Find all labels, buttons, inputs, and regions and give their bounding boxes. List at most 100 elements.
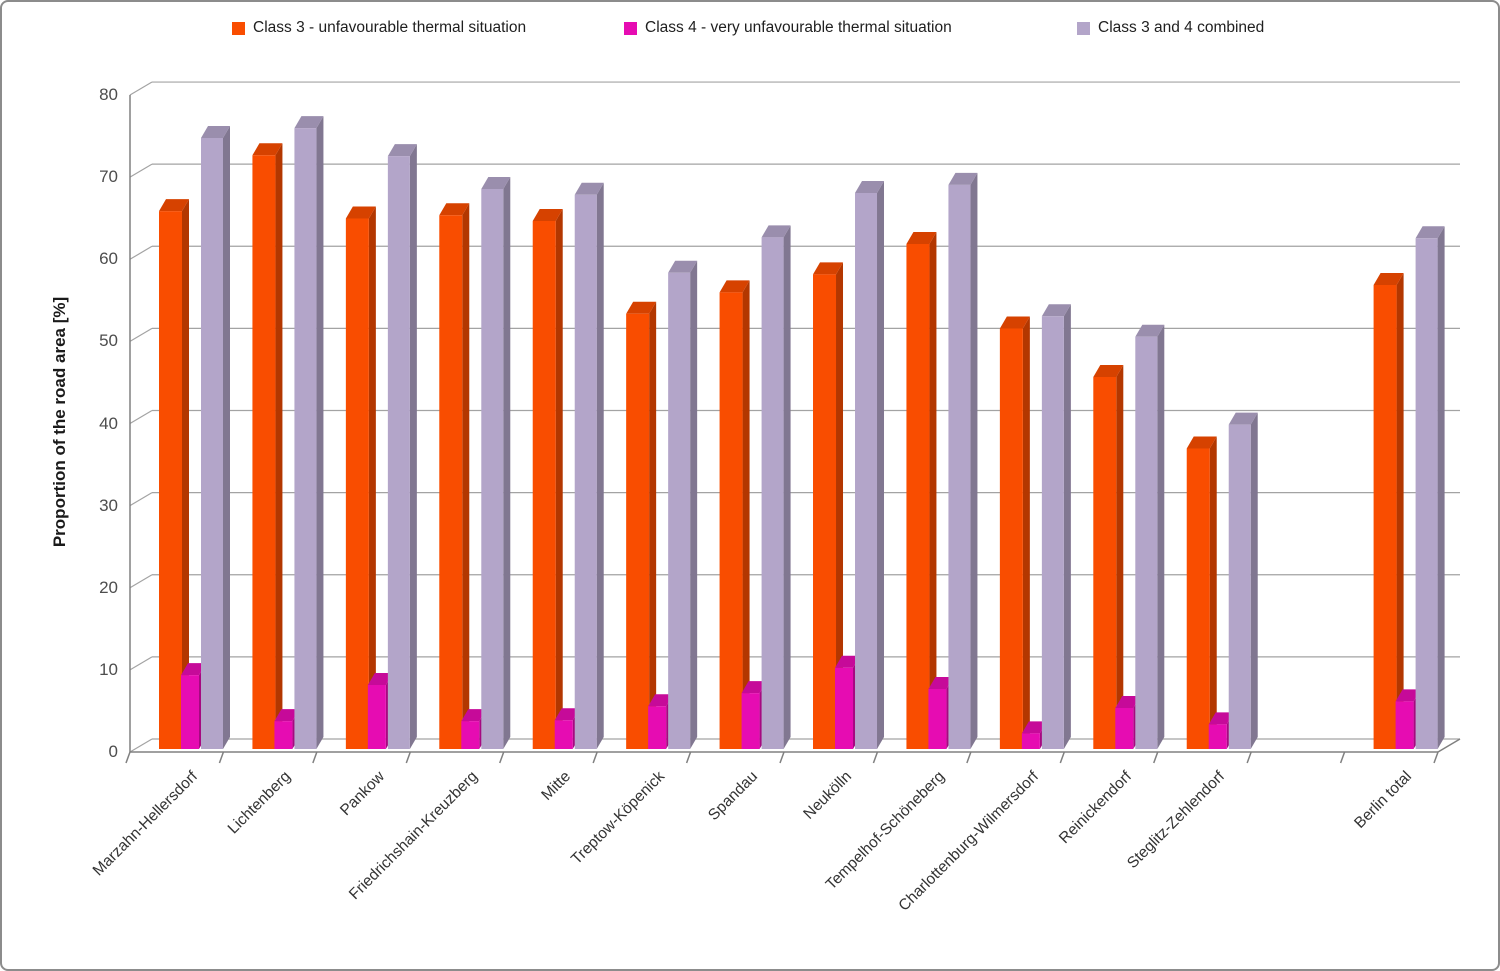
x-tick-12 <box>1246 751 1252 764</box>
x-tick-11 <box>1153 751 1159 764</box>
bar-class4-marzahn-hellersdorf-top <box>181 663 206 676</box>
bar-class3and4-charlottenburg-wilmersdorf-side <box>1063 304 1071 749</box>
y-tick-label-80: 80 <box>99 85 118 105</box>
bar-class3and4-reinickendorf <box>1135 336 1158 749</box>
bar-class3and4-pankow-top <box>387 144 417 157</box>
legend: Class 3 - unfavourable thermal situation… <box>2 2 1498 50</box>
bar-class3and4-lichtenberg-side <box>316 116 324 750</box>
bar-class3-neuk-lln-top <box>813 262 844 275</box>
bar-class3and4-spandau-top <box>761 225 791 238</box>
bar-class3-steglitz-zehlendorf <box>1186 448 1210 749</box>
x-tick-14 <box>1433 751 1439 764</box>
bar-class3and4-pankow-side <box>409 144 417 749</box>
bar-class4-charlottenburg-wilmersdorf <box>1021 733 1040 749</box>
x-tick-3 <box>405 751 411 764</box>
gridline-connector-60 <box>129 245 153 260</box>
bar-class4-mitte-top <box>554 708 580 721</box>
bar-class4-spandau-top <box>741 681 767 694</box>
bar-class4-reinickendorf-top <box>1115 695 1141 708</box>
bar-class3-lichtenberg-side <box>275 143 283 749</box>
bar-class3and4-treptow-k-penick-top <box>668 260 698 273</box>
bar-class3and4-friedrichshain-kreuzberg <box>481 188 504 750</box>
bar-class4-treptow-k-penick <box>648 706 667 749</box>
x-tick-0 <box>125 751 131 764</box>
bar-class3and4-treptow-k-penick <box>668 272 691 749</box>
x-tick-13 <box>1339 751 1346 764</box>
x-tick-5 <box>592 751 598 764</box>
bar-class4-berlin-total-top <box>1395 689 1421 702</box>
bar-class3-lichtenberg-top <box>252 143 283 156</box>
bar-class3and4-charlottenburg-wilmersdorf-top <box>1041 304 1071 317</box>
bar-class4-berlin-total <box>1395 701 1414 749</box>
bar-class3and4-neuk-lln <box>855 193 878 749</box>
bar-class3and4-reinickendorf-side <box>1157 324 1165 749</box>
y-tick-label-40: 40 <box>99 413 118 433</box>
bar-class4-pankow-top <box>367 672 393 685</box>
bar-class3and4-spandau-side <box>783 225 791 749</box>
bar-class3-spandau-top <box>719 280 750 293</box>
x-axis-right-connector <box>1437 738 1461 753</box>
x-tick-9 <box>966 751 972 764</box>
bar-class3-berlin-total-top <box>1373 273 1404 286</box>
bar-class3-spandau-side <box>742 280 750 749</box>
x-tick-7 <box>779 751 785 764</box>
bar-class3-charlottenburg-wilmersdorf-top <box>999 316 1030 329</box>
gridline-connector-80 <box>129 81 153 96</box>
bar-class3and4-neuk-lln-top <box>855 181 885 194</box>
bar-class4-marzahn-hellersdorf <box>181 675 199 749</box>
gridline-connector-70 <box>129 163 153 178</box>
bar-class3-charlottenburg-wilmersdorf <box>999 328 1023 749</box>
bar-class4-mitte <box>554 720 573 749</box>
bar-class3-treptow-k-penick-side <box>649 301 657 749</box>
x-tick-1 <box>218 751 225 764</box>
bar-class4-neuk-lln-top <box>835 655 861 668</box>
bar-class3and4-charlottenburg-wilmersdorf <box>1041 316 1064 749</box>
gridline-connector-50 <box>129 327 153 342</box>
gridline-connector-10 <box>129 656 153 671</box>
bar-class3-reinickendorf <box>1093 376 1117 749</box>
bar-class3-charlottenburg-wilmersdorf-side <box>1022 316 1030 749</box>
bar-class4-steglitz-zehlendorf <box>1208 724 1227 749</box>
bar-class3and4-berlin-total-side <box>1437 226 1445 749</box>
bar-class4-charlottenburg-wilmersdorf-top <box>1021 721 1047 734</box>
bar-class3-spandau <box>719 292 743 749</box>
bar-class3and4-tempelhof-sch-neberg-side <box>970 172 978 750</box>
legend-label-class3: Class 3 - unfavourable thermal situation <box>253 19 527 36</box>
bar-class3-reinickendorf-side <box>1116 364 1124 749</box>
bar-class3-mitte-side <box>555 208 563 750</box>
x-tick-4 <box>499 751 505 764</box>
bar-class3and4-mitte-side <box>596 182 604 749</box>
bar-class3and4-marzahn-hellersdorf-top <box>201 126 230 139</box>
bar-class3-neuk-lln-side <box>836 262 844 749</box>
bar-class3-marzahn-hellersdorf-side <box>182 199 189 749</box>
y-tick-label-10: 10 <box>99 659 118 679</box>
x-tick-10 <box>1059 751 1066 764</box>
bar-class3and4-reinickendorf-top <box>1135 324 1165 337</box>
bar-class3and4-steglitz-zehlendorf-side <box>1250 412 1258 749</box>
bar-class3and4-spandau <box>761 237 784 749</box>
y-tick-label-30: 30 <box>99 495 118 515</box>
bar-class3-steglitz-zehlendorf-top <box>1186 436 1217 449</box>
bar-class3and4-tempelhof-sch-neberg-top <box>948 172 978 185</box>
bar-class3-treptow-k-penick <box>626 313 650 749</box>
y-tick-label-20: 20 <box>99 577 118 597</box>
bar-class3and4-steglitz-zehlendorf-top <box>1228 412 1258 425</box>
bar-class4-steglitz-zehlendorf-top <box>1208 712 1234 725</box>
bar-class3and4-mitte-top <box>574 182 604 195</box>
x-tick-6 <box>685 751 692 764</box>
bar-class4-friedrichshain-kreuzberg-top <box>461 709 487 722</box>
bar-class3-pankow-side <box>368 206 376 749</box>
bar-class3and4-marzahn-hellersdorf-side <box>223 126 230 749</box>
legend-item-class3and4: Class 3 and 4 combined <box>1077 19 1264 37</box>
bar-class3and4-marzahn-hellersdorf <box>201 138 223 749</box>
legend-label-class3and4: Class 3 and 4 combined <box>1098 19 1265 36</box>
bar-class3and4-lichtenberg-top <box>294 116 324 129</box>
bar-class3and4-berlin-total <box>1415 238 1438 749</box>
bar-class3and4-pankow <box>387 156 410 749</box>
bar-class4-lichtenberg <box>274 721 293 749</box>
bar-class4-treptow-k-penick-top <box>648 694 674 707</box>
bar-class3and4-friedrichshain-kreuzberg-top <box>481 176 511 189</box>
bar-class4-pankow <box>367 684 386 749</box>
